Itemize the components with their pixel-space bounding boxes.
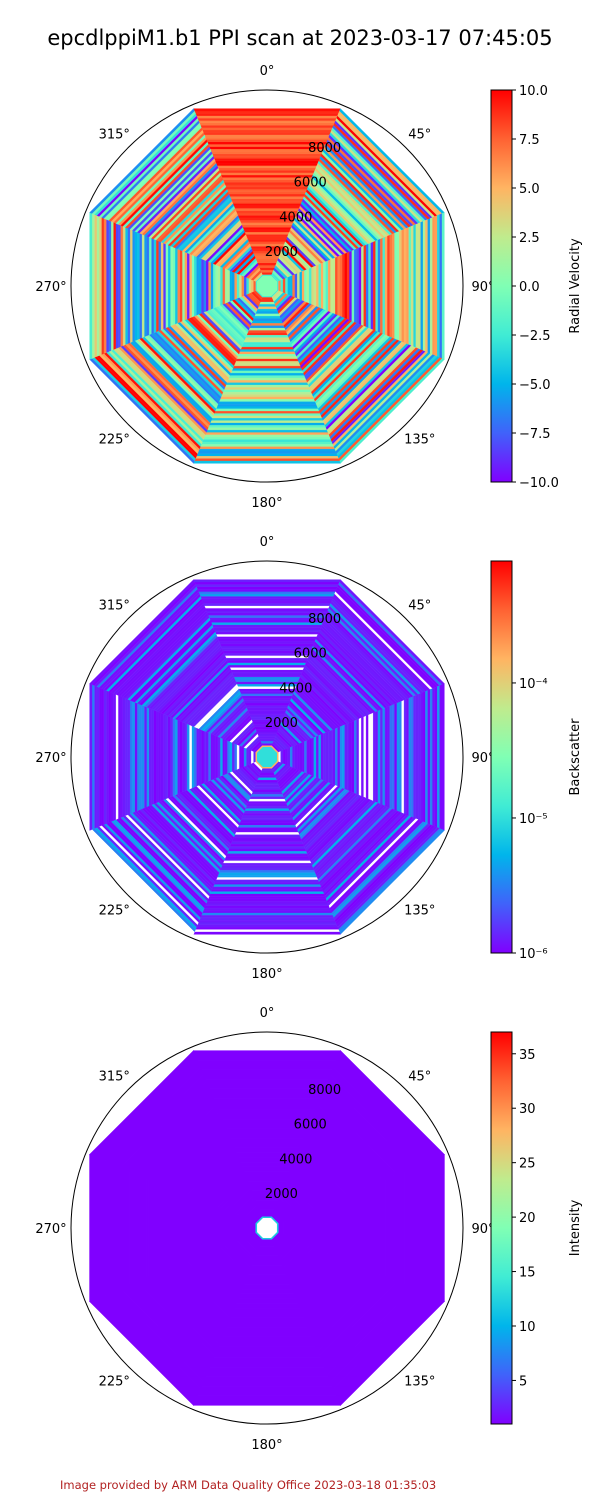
- colorbar-tick-label: −10.0: [519, 476, 559, 491]
- radial-tick-label: 4000: [279, 1152, 312, 1167]
- intensity-center: [255, 1216, 279, 1240]
- colorbar-tick-label: 10⁻⁶: [519, 947, 548, 962]
- angle-tick-label: 90°: [471, 280, 494, 295]
- radial-velocity-panel: 0° 45° 90° 135° 180° 225° 270° 315° 2000 4000 600…: [35, 64, 583, 511]
- angle-tick-label: 45°: [408, 127, 431, 142]
- backscatter-panel: 0° 45° 90° 135° 180° 225° 270° 315° 2000 4000 600…: [35, 535, 583, 982]
- colorbar-gradient: [490, 560, 513, 954]
- radial-velocity-radial-labels: 2000 4000 6000 8000: [265, 141, 341, 260]
- backscatter-colorbar: 10⁻⁶ 10⁻⁵ 10⁻⁴ Backscatter: [490, 560, 583, 962]
- angle-tick-label: 135°: [404, 433, 435, 448]
- angle-tick-label: 180°: [251, 1438, 282, 1453]
- colorbar-tick-label: −2.5: [519, 329, 551, 344]
- figure-title: epcdlppiM1.b1 PPI scan at 2023-03-17 07:…: [47, 26, 553, 50]
- colorbar-tick-label: 5.0: [519, 182, 540, 197]
- angle-tick-label: 270°: [35, 1222, 66, 1237]
- colorbar-tick-label: 30: [519, 1102, 536, 1117]
- colorbar-tick-label: 25: [519, 1157, 536, 1172]
- intensity-data: [89, 1050, 445, 1406]
- backscatter-polar-frame: [70, 560, 464, 954]
- radial-velocity-angle-labels: 0° 45° 90° 135° 180° 225° 270° 315°: [35, 64, 494, 511]
- colorbar-tick-label: 10.0: [519, 84, 548, 99]
- radial-velocity-data: [89, 108, 445, 464]
- angle-tick-label: 225°: [99, 904, 130, 919]
- angle-tick-label: 180°: [251, 496, 282, 511]
- colorbar-tick-label: 2.5: [519, 231, 540, 246]
- intensity-radial-labels: 2000 4000 6000 8000: [265, 1083, 341, 1202]
- colorbar-tick-label: 7.5: [519, 133, 540, 148]
- backscatter-radial-labels: 2000 4000 6000 8000: [265, 612, 341, 731]
- radial-tick-label: 6000: [294, 647, 327, 662]
- colorbar-tick-label: 20: [519, 1211, 536, 1226]
- angle-tick-label: 0°: [260, 1006, 275, 1021]
- radial-tick-label: 2000: [265, 245, 298, 260]
- radial-tick-label: 4000: [279, 210, 312, 225]
- radial-velocity-colorbar: −10.0 −7.5 −5.0 −2.5 0.0 2.5 5.0 7.5 10.0 Radial …: [490, 84, 583, 491]
- angle-tick-label: 135°: [404, 1375, 435, 1390]
- angle-tick-label: 270°: [35, 280, 66, 295]
- angle-tick-label: 270°: [35, 751, 66, 766]
- angle-tick-label: 0°: [260, 64, 275, 79]
- radial-tick-label: 8000: [308, 612, 341, 627]
- angle-tick-label: 180°: [251, 967, 282, 982]
- backscatter-angle-labels: 0° 45° 90° 135° 180° 225° 270° 315°: [35, 535, 494, 982]
- angle-tick-label: 135°: [404, 904, 435, 919]
- intensity-panel: 0° 45° 90° 135° 180° 225° 270° 315° 2000 4000 600…: [35, 1006, 583, 1453]
- intensity-polar-frame: [70, 1031, 464, 1425]
- colorbar-gradient: [490, 89, 513, 483]
- colorbar-tick-label: 10: [519, 1320, 536, 1335]
- backscatter-data: [89, 579, 445, 935]
- radial-tick-label: 8000: [308, 141, 341, 156]
- intensity-angle-labels: 0° 45° 90° 135° 180° 225° 270° 315°: [35, 1006, 494, 1453]
- angle-tick-label: 315°: [99, 598, 130, 613]
- radial-tick-label: 8000: [308, 1083, 341, 1098]
- angle-tick-label: 225°: [99, 1375, 130, 1390]
- colorbar-label: Backscatter: [568, 718, 583, 796]
- angle-tick-label: 315°: [99, 1069, 130, 1084]
- radial-tick-label: 2000: [265, 716, 298, 731]
- colorbar-tick-label: −5.0: [519, 378, 551, 393]
- radial-velocity-center: [255, 274, 279, 298]
- radial-tick-label: 6000: [294, 176, 327, 191]
- colorbar-tick-label: 5: [519, 1374, 527, 1389]
- backscatter-center: [255, 745, 279, 769]
- angle-tick-label: 45°: [408, 1069, 431, 1084]
- image-credit: Image provided by ARM Data Quality Offic…: [60, 1478, 437, 1492]
- colorbar-tick-label: 10⁻⁵: [519, 812, 548, 827]
- angle-tick-label: 315°: [99, 127, 130, 142]
- colorbar-tick-label: 10⁻⁴: [519, 677, 548, 692]
- colorbar-tick-label: −7.5: [519, 427, 551, 442]
- colorbar-gradient: [490, 1031, 513, 1425]
- colorbar-tick-label: 0.0: [519, 280, 540, 295]
- colorbar-label: Radial Velocity: [568, 238, 583, 334]
- radial-tick-label: 2000: [265, 1187, 298, 1202]
- angle-tick-label: 225°: [99, 433, 130, 448]
- radial-tick-label: 6000: [294, 1118, 327, 1133]
- angle-tick-label: 0°: [260, 535, 275, 550]
- angle-tick-label: 90°: [471, 751, 494, 766]
- radial-velocity-polar-frame: [70, 89, 464, 483]
- colorbar-tick-label: 35: [519, 1048, 536, 1063]
- radial-tick-label: 4000: [279, 681, 312, 696]
- angle-tick-label: 45°: [408, 598, 431, 613]
- colorbar-label: Intensity: [568, 1199, 583, 1256]
- colorbar-tick-label: 15: [519, 1266, 536, 1281]
- intensity-colorbar: 5 10 15 20 25 30 35 Intensity: [490, 1031, 583, 1425]
- angle-tick-label: 90°: [471, 1222, 494, 1237]
